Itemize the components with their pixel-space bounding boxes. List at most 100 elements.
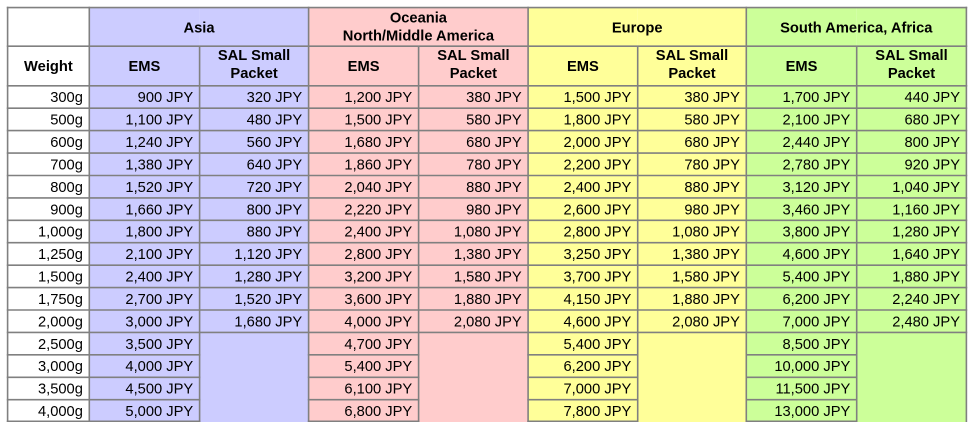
- svg-text:3,000g: 3,000g: [38, 359, 83, 375]
- svg-text:5,400 JPY: 5,400 JPY: [564, 337, 632, 353]
- svg-text:10,000 JPY: 10,000 JPY: [774, 359, 850, 375]
- svg-text:1,240 JPY: 1,240 JPY: [125, 135, 193, 151]
- svg-text:800g: 800g: [50, 180, 83, 196]
- svg-text:1,160 JPY: 1,160 JPY: [892, 202, 960, 218]
- svg-text:2,500g: 2,500g: [38, 337, 83, 353]
- svg-text:1,700 JPY: 1,700 JPY: [783, 90, 851, 106]
- svg-text:1,080 JPY: 1,080 JPY: [454, 225, 522, 241]
- svg-text:2,480 JPY: 2,480 JPY: [892, 314, 960, 330]
- svg-text:2,000 JPY: 2,000 JPY: [564, 135, 632, 151]
- svg-text:2,440 JPY: 2,440 JPY: [783, 135, 851, 151]
- svg-text:4,700 JPY: 4,700 JPY: [344, 337, 412, 353]
- svg-text:1,280 JPY: 1,280 JPY: [234, 270, 302, 286]
- svg-text:3,500g: 3,500g: [38, 382, 83, 398]
- svg-text:7,000 JPY: 7,000 JPY: [783, 314, 851, 330]
- svg-text:1,380 JPY: 1,380 JPY: [454, 247, 522, 263]
- svg-text:1,120 JPY: 1,120 JPY: [234, 247, 302, 263]
- svg-text:5,400 JPY: 5,400 JPY: [344, 359, 412, 375]
- svg-text:2,800 JPY: 2,800 JPY: [564, 225, 632, 241]
- svg-text:640 JPY: 640 JPY: [247, 158, 303, 174]
- svg-text:3,700 JPY: 3,700 JPY: [564, 270, 632, 286]
- svg-text:1,040 JPY: 1,040 JPY: [892, 180, 960, 196]
- svg-text:1,080 JPY: 1,080 JPY: [672, 225, 740, 241]
- svg-text:2,240 JPY: 2,240 JPY: [892, 292, 960, 308]
- svg-text:1,520 JPY: 1,520 JPY: [125, 180, 193, 196]
- svg-text:300g: 300g: [50, 90, 83, 106]
- svg-text:EMS: EMS: [786, 59, 818, 75]
- svg-text:North/Middle America: North/Middle America: [343, 29, 495, 45]
- svg-text:13,000 JPY: 13,000 JPY: [774, 404, 850, 420]
- svg-text:440 JPY: 440 JPY: [904, 90, 960, 106]
- svg-text:500g: 500g: [50, 113, 83, 129]
- svg-text:EMS: EMS: [567, 59, 599, 75]
- svg-text:5,000 JPY: 5,000 JPY: [125, 404, 193, 420]
- svg-text:2,400 JPY: 2,400 JPY: [125, 270, 193, 286]
- svg-text:1,100 JPY: 1,100 JPY: [125, 113, 193, 129]
- svg-text:3,460 JPY: 3,460 JPY: [783, 202, 851, 218]
- svg-text:1,750g: 1,750g: [38, 292, 83, 308]
- svg-text:980 JPY: 980 JPY: [466, 202, 522, 218]
- svg-text:2,400 JPY: 2,400 JPY: [344, 225, 412, 241]
- svg-text:Oceania: Oceania: [390, 11, 448, 27]
- svg-text:Packet: Packet: [668, 66, 715, 82]
- svg-text:Packet: Packet: [450, 66, 497, 82]
- svg-text:8,500 JPY: 8,500 JPY: [783, 337, 851, 353]
- svg-text:2,000g: 2,000g: [38, 314, 83, 330]
- svg-text:780 JPY: 780 JPY: [684, 158, 740, 174]
- svg-text:600g: 600g: [50, 135, 83, 151]
- svg-text:1,680 JPY: 1,680 JPY: [234, 314, 302, 330]
- svg-text:South America, Africa: South America, Africa: [780, 21, 933, 37]
- svg-text:2,100 JPY: 2,100 JPY: [125, 247, 193, 263]
- svg-text:6,200 JPY: 6,200 JPY: [564, 359, 632, 375]
- svg-text:480 JPY: 480 JPY: [247, 113, 303, 129]
- svg-text:2,200 JPY: 2,200 JPY: [564, 158, 632, 174]
- svg-text:Packet: Packet: [230, 66, 277, 82]
- svg-text:6,200 JPY: 6,200 JPY: [783, 292, 851, 308]
- svg-text:5,400 JPY: 5,400 JPY: [783, 270, 851, 286]
- svg-text:380 JPY: 380 JPY: [466, 90, 522, 106]
- svg-text:320 JPY: 320 JPY: [247, 90, 303, 106]
- svg-text:700g: 700g: [50, 158, 83, 174]
- svg-text:3,000 JPY: 3,000 JPY: [125, 314, 193, 330]
- svg-text:SAL Small: SAL Small: [437, 48, 509, 64]
- svg-text:1,500g: 1,500g: [38, 270, 83, 286]
- svg-text:7,000 JPY: 7,000 JPY: [564, 382, 632, 398]
- svg-text:800 JPY: 800 JPY: [904, 135, 960, 151]
- svg-text:4,600 JPY: 4,600 JPY: [783, 247, 851, 263]
- svg-text:1,680 JPY: 1,680 JPY: [344, 135, 412, 151]
- svg-text:1,200 JPY: 1,200 JPY: [344, 90, 412, 106]
- svg-text:1,640 JPY: 1,640 JPY: [892, 247, 960, 263]
- svg-text:680 JPY: 680 JPY: [904, 113, 960, 129]
- svg-text:3,200 JPY: 3,200 JPY: [344, 270, 412, 286]
- svg-text:2,080 JPY: 2,080 JPY: [454, 314, 522, 330]
- svg-text:980 JPY: 980 JPY: [684, 202, 740, 218]
- svg-text:4,150 JPY: 4,150 JPY: [564, 292, 632, 308]
- svg-text:SAL Small: SAL Small: [875, 48, 947, 64]
- svg-text:1,800 JPY: 1,800 JPY: [125, 225, 193, 241]
- svg-text:560 JPY: 560 JPY: [247, 135, 303, 151]
- svg-text:1,860 JPY: 1,860 JPY: [344, 158, 412, 174]
- svg-text:4,500 JPY: 4,500 JPY: [125, 382, 193, 398]
- svg-text:900 JPY: 900 JPY: [138, 90, 194, 106]
- svg-text:1,580 JPY: 1,580 JPY: [454, 270, 522, 286]
- svg-text:2,800 JPY: 2,800 JPY: [344, 247, 412, 263]
- svg-text:3,600 JPY: 3,600 JPY: [344, 292, 412, 308]
- svg-text:Packet: Packet: [888, 66, 935, 82]
- svg-text:4,000g: 4,000g: [38, 404, 83, 420]
- svg-text:SAL Small: SAL Small: [218, 48, 290, 64]
- svg-text:3,500 JPY: 3,500 JPY: [125, 337, 193, 353]
- svg-text:880 JPY: 880 JPY: [466, 180, 522, 196]
- svg-text:880 JPY: 880 JPY: [684, 180, 740, 196]
- svg-text:4,600 JPY: 4,600 JPY: [564, 314, 632, 330]
- svg-text:Europe: Europe: [612, 21, 663, 37]
- svg-text:2,040 JPY: 2,040 JPY: [344, 180, 412, 196]
- svg-text:EMS: EMS: [128, 59, 160, 75]
- svg-text:880 JPY: 880 JPY: [247, 225, 303, 241]
- svg-text:1,380 JPY: 1,380 JPY: [672, 247, 740, 263]
- svg-text:4,000 JPY: 4,000 JPY: [125, 359, 193, 375]
- svg-text:580 JPY: 580 JPY: [466, 113, 522, 129]
- svg-text:6,800 JPY: 6,800 JPY: [344, 404, 412, 420]
- svg-text:680 JPY: 680 JPY: [466, 135, 522, 151]
- svg-text:1,880 JPY: 1,880 JPY: [892, 270, 960, 286]
- svg-text:2,220 JPY: 2,220 JPY: [344, 202, 412, 218]
